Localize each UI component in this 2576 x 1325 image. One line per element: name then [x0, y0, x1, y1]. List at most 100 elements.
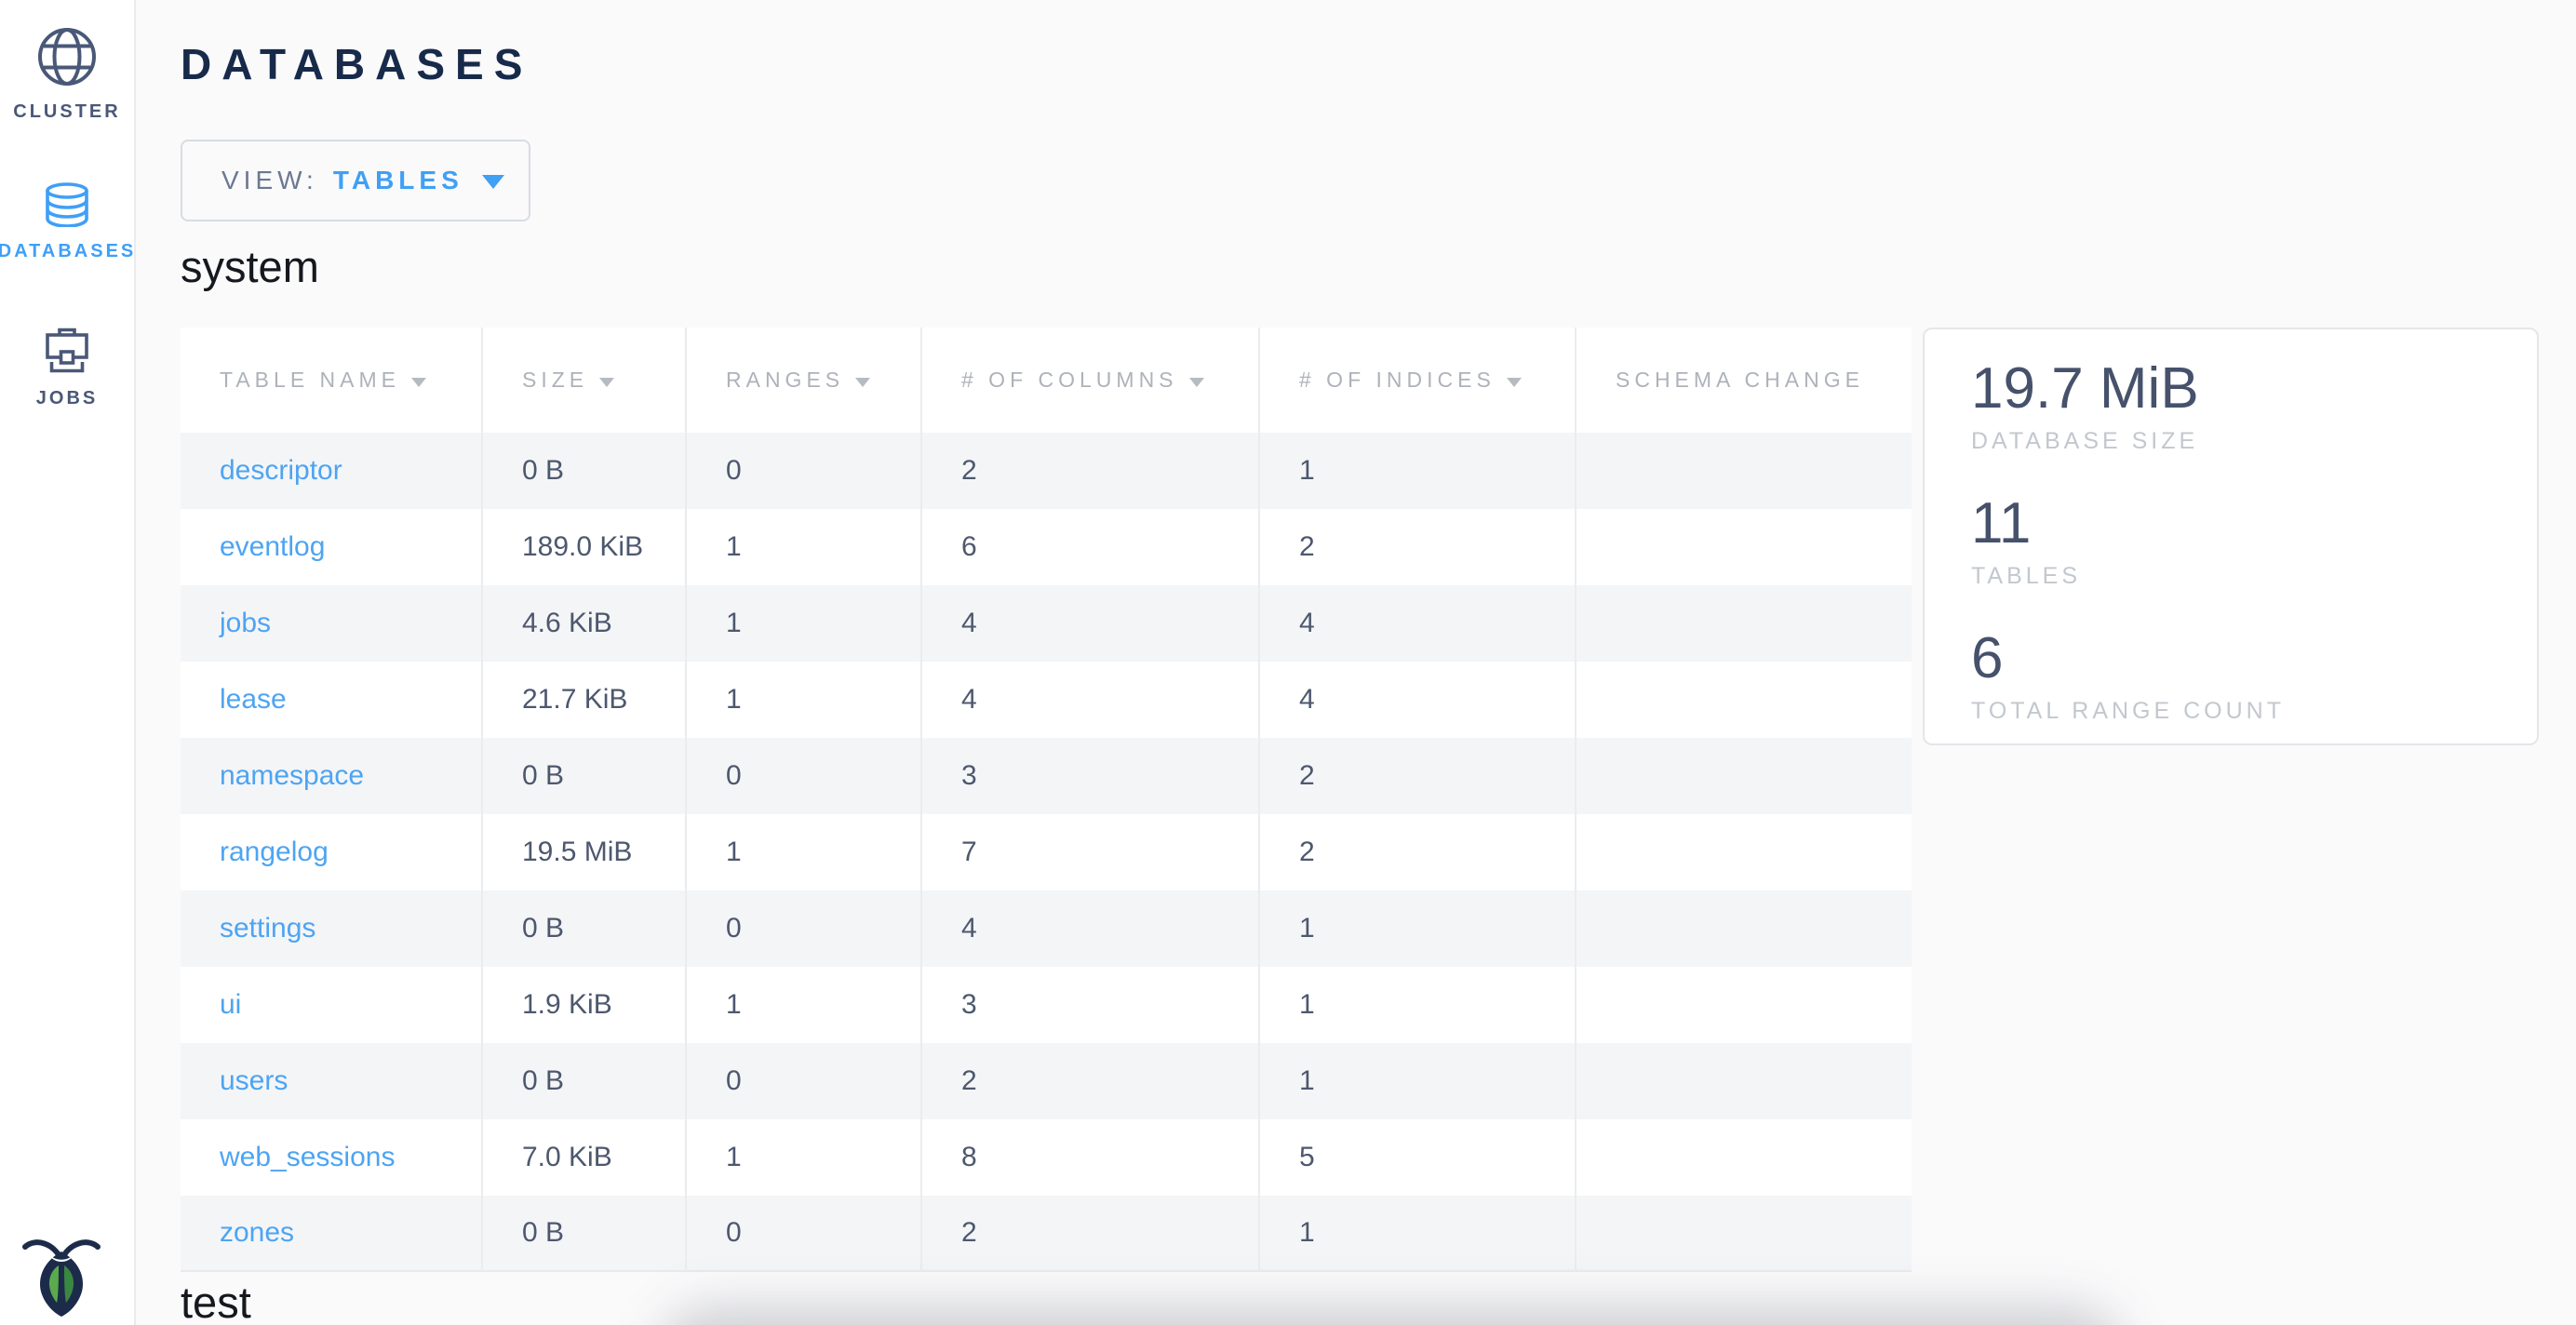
cell-ranges: 0 — [687, 1043, 922, 1119]
column-header--of-indices[interactable]: # OF INDICES — [1260, 328, 1576, 433]
cell-ranges: 0 — [687, 433, 922, 509]
cell-table-name: rangelog — [181, 814, 483, 890]
column-header-size[interactable]: SIZE — [483, 328, 687, 433]
column-header-table-name[interactable]: TABLE NAME — [181, 328, 483, 433]
table-name-link[interactable]: web_sessions — [220, 1142, 396, 1172]
cell-num-indices: 1 — [1260, 433, 1576, 509]
cell-table-name: ui — [181, 967, 483, 1043]
cell-ranges: 1 — [687, 967, 922, 1043]
cell-ranges: 1 — [687, 1119, 922, 1196]
column-header--of-columns[interactable]: # OF COLUMNS — [922, 328, 1260, 433]
stat-label: TOTAL RANGE COUNT — [1971, 698, 2286, 724]
section-heading-test: test — [181, 1278, 251, 1325]
database-summary-card: 19.7 MiB DATABASE SIZE 11 TABLES 6 TOTAL… — [1923, 328, 2539, 745]
cell-table-name: jobs — [181, 585, 483, 662]
sidebar-item-jobs[interactable]: JOBS — [0, 326, 134, 409]
cell-schema-change — [1576, 585, 1912, 662]
stat-tables: 11 TABLES — [1971, 490, 2518, 590]
cell-num-columns: 4 — [922, 890, 1260, 967]
table-name-link[interactable]: namespace — [220, 760, 365, 791]
cell-size: 7.0 KiB — [483, 1119, 687, 1196]
column-header-label: # OF COLUMNS — [961, 368, 1178, 392]
table-row: rangelog 19.5 MiB 1 7 2 — [181, 814, 1912, 890]
cell-schema-change — [1576, 967, 1912, 1043]
cell-table-name: users — [181, 1043, 483, 1119]
cell-table-name: web_sessions — [181, 1119, 483, 1196]
cell-size: 21.7 KiB — [483, 662, 687, 738]
cell-schema-change — [1576, 738, 1912, 814]
sort-arrow-icon — [411, 378, 426, 387]
cell-table-name: namespace — [181, 738, 483, 814]
table-name-link[interactable]: settings — [220, 913, 316, 944]
table-name-link[interactable]: rangelog — [220, 836, 329, 867]
cell-num-columns: 6 — [922, 509, 1260, 585]
cell-num-columns: 2 — [922, 1196, 1260, 1272]
table-name-link[interactable]: descriptor — [220, 455, 342, 486]
tables-grid: TABLE NAME SIZE RANGES # OF COLUMNS # OF IND… — [181, 328, 1912, 1272]
stat-value: 11 — [1971, 491, 2032, 555]
stat-label: TABLES — [1971, 563, 2082, 589]
sidebar-item-label: CLUSTER — [13, 101, 121, 122]
view-selector-dropdown[interactable]: VIEW: TABLES — [181, 140, 530, 221]
cell-size: 1.9 KiB — [483, 967, 687, 1043]
databases-icon — [44, 182, 90, 232]
column-header-label: RANGES — [726, 368, 845, 392]
cell-size: 0 B — [483, 433, 687, 509]
table-row: web_sessions 7.0 KiB 1 8 5 — [181, 1119, 1912, 1196]
cell-num-columns: 3 — [922, 967, 1260, 1043]
table-name-link[interactable]: lease — [220, 684, 287, 715]
cell-table-name: lease — [181, 662, 483, 738]
column-header-label: SIZE — [522, 368, 589, 392]
cell-size: 189.0 KiB — [483, 509, 687, 585]
view-selector-label: VIEW: — [221, 166, 318, 194]
cell-ranges: 0 — [687, 738, 922, 814]
cell-num-indices: 1 — [1260, 890, 1576, 967]
cell-num-indices: 2 — [1260, 738, 1576, 814]
cell-table-name: zones — [181, 1196, 483, 1272]
sidebar-item-databases[interactable]: DATABASES — [0, 182, 134, 262]
cell-ranges: 1 — [687, 814, 922, 890]
cell-num-columns: 7 — [922, 814, 1260, 890]
table-name-link[interactable]: zones — [220, 1217, 295, 1248]
table-name-link[interactable]: jobs — [220, 608, 272, 638]
table-row: ui 1.9 KiB 1 3 1 — [181, 967, 1912, 1043]
sidebar-item-label: JOBS — [35, 388, 99, 408]
cell-num-columns: 3 — [922, 738, 1260, 814]
stat-database-size: 19.7 MiB DATABASE SIZE — [1971, 355, 2518, 455]
view-selector-value: TABLES — [332, 166, 463, 194]
sidebar: CLUSTER DATABASES JOBS — [0, 0, 136, 1325]
cell-num-indices: 4 — [1260, 662, 1576, 738]
cell-size: 0 B — [483, 1043, 687, 1119]
cell-schema-change — [1576, 1043, 1912, 1119]
sidebar-item-cluster[interactable]: CLUSTER — [0, 26, 134, 123]
table-name-link[interactable]: users — [220, 1065, 288, 1096]
cell-table-name: eventlog — [181, 509, 483, 585]
sort-arrow-icon — [599, 378, 615, 387]
section-heading-system: system — [181, 242, 319, 291]
cell-schema-change — [1576, 433, 1912, 509]
cell-num-indices: 1 — [1260, 1196, 1576, 1272]
cell-table-name: settings — [181, 890, 483, 967]
sidebar-item-label: DATABASES — [0, 241, 137, 261]
cell-size: 0 B — [483, 1196, 687, 1272]
cell-size: 0 B — [483, 738, 687, 814]
cell-schema-change — [1576, 1119, 1912, 1196]
cell-num-columns: 4 — [922, 585, 1260, 662]
stat-label: DATABASE SIZE — [1971, 428, 2199, 454]
cell-num-columns: 8 — [922, 1119, 1260, 1196]
cell-size: 0 B — [483, 890, 687, 967]
cell-schema-change — [1576, 814, 1912, 890]
cell-num-indices: 4 — [1260, 585, 1576, 662]
cell-num-indices: 2 — [1260, 509, 1576, 585]
column-header-ranges[interactable]: RANGES — [687, 328, 922, 433]
cell-ranges: 1 — [687, 509, 922, 585]
cell-size: 19.5 MiB — [483, 814, 687, 890]
table-name-link[interactable]: eventlog — [220, 531, 326, 562]
table-name-link[interactable]: ui — [220, 989, 242, 1020]
cell-num-indices: 1 — [1260, 967, 1576, 1043]
cell-num-columns: 4 — [922, 662, 1260, 738]
cell-num-indices: 1 — [1260, 1043, 1576, 1119]
caret-down-icon — [481, 175, 504, 189]
